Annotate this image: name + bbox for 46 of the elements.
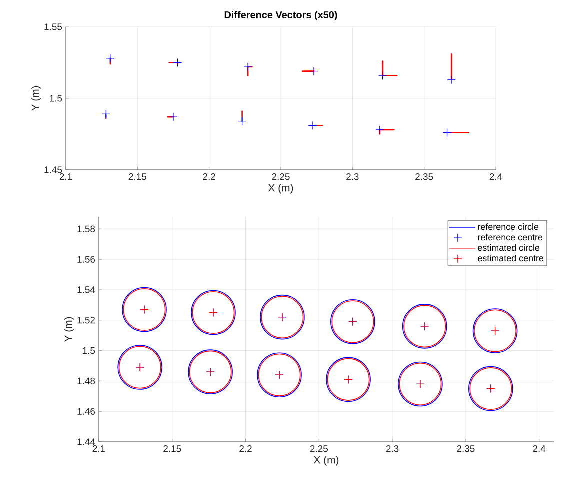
x-axis-title: X (m) xyxy=(314,456,339,466)
legend-label: reference circle xyxy=(478,224,539,230)
y-tick-label: 1.56 xyxy=(78,256,96,263)
point xyxy=(376,126,384,134)
y-tick-label: 1.55 xyxy=(44,24,62,30)
point xyxy=(102,110,110,119)
y-axis-title: Y (m) xyxy=(31,86,42,112)
legend-label: estimated centre xyxy=(478,254,544,262)
x-tick-label: 2.25 xyxy=(310,446,328,452)
legend-label: reference centre xyxy=(478,234,543,241)
point xyxy=(106,54,115,63)
point xyxy=(308,121,317,130)
x-tick-label: 2.3 xyxy=(346,174,359,180)
y-tick-label: 1.54 xyxy=(78,286,96,294)
x-tick-label: 2.1 xyxy=(60,174,72,180)
point xyxy=(447,76,456,84)
point xyxy=(238,117,247,126)
point xyxy=(174,58,182,68)
x-tick-label: 2.2 xyxy=(203,174,216,180)
point xyxy=(244,62,252,72)
x-tick-label: 2.1 xyxy=(92,446,106,452)
x-tick-label: 2.3 xyxy=(386,446,399,452)
y-tick-label: 1.58 xyxy=(78,226,96,233)
y-tick-label: 1.48 xyxy=(78,378,96,385)
point xyxy=(378,71,388,80)
x-tick-label: 2.35 xyxy=(416,174,434,180)
chart-title: Difference Vectors (x50) xyxy=(224,11,338,20)
point xyxy=(169,112,178,122)
x-tick-label: 2.2 xyxy=(240,446,252,452)
y-tick-label: 1.5 xyxy=(83,347,96,354)
point xyxy=(442,128,452,138)
y-tick-label: 1.45 xyxy=(44,166,62,174)
legend-label: estimated circle xyxy=(478,244,540,252)
x-tick-label: 2.25 xyxy=(272,174,290,180)
x-tick-label: 2.4 xyxy=(490,174,502,180)
x-axis-title: X (m) xyxy=(268,184,294,194)
x-tick-label: 2.15 xyxy=(164,446,182,452)
x-tick-label: 2.15 xyxy=(128,174,146,180)
y-tick-label: 1.46 xyxy=(78,408,96,415)
y-tick-label: 1.5 xyxy=(50,95,62,102)
x-tick-label: 2.35 xyxy=(457,446,475,452)
y-tick-label: 1.44 xyxy=(78,438,96,446)
y-tick-label: 1.52 xyxy=(78,317,96,324)
x-tick-label: 2.4 xyxy=(533,446,546,452)
y-axis-title: Y (m) xyxy=(64,317,74,342)
point xyxy=(310,67,318,76)
